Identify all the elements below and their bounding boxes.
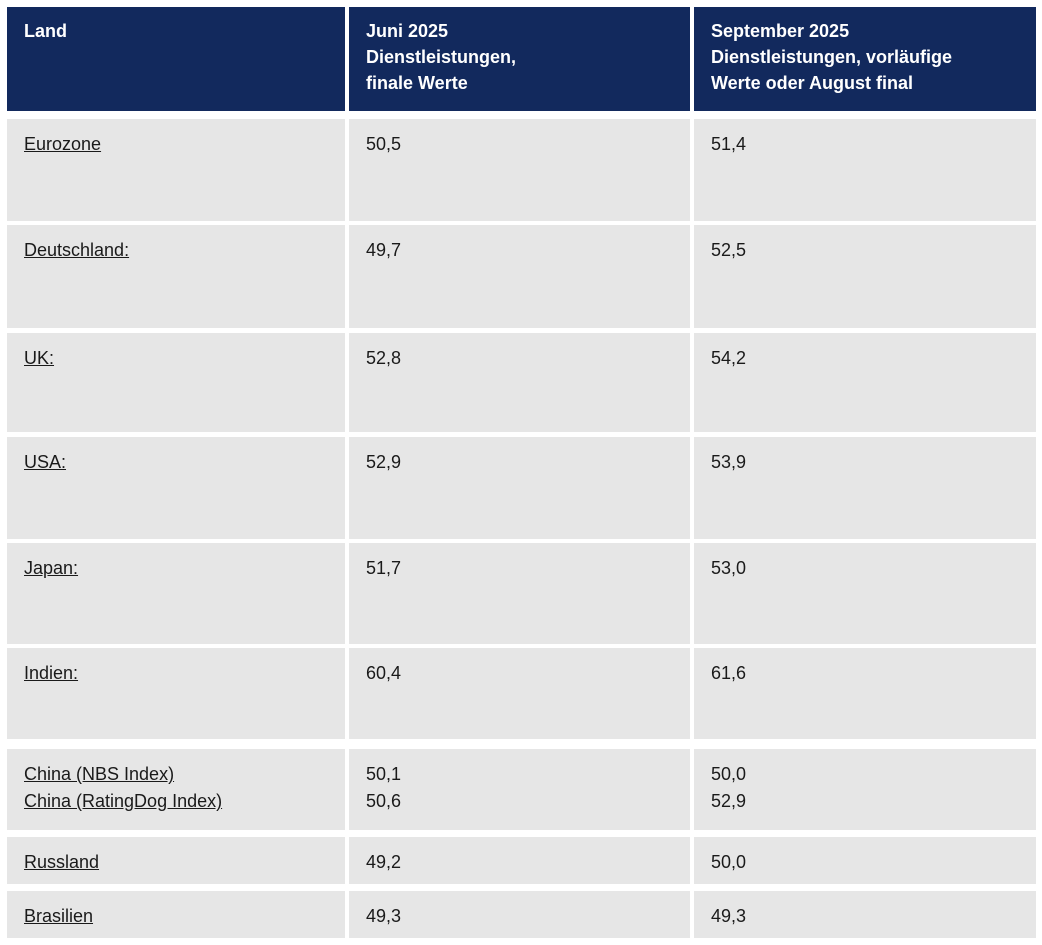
table-row-china: China (NBS Index) China (RatingDog Index…	[7, 749, 1042, 830]
table-header-row: Land Juni 2025 Dienstleistungen, finale …	[7, 7, 1042, 111]
country-cell: Eurozone	[7, 119, 345, 221]
header-cell-juni-2025: Juni 2025 Dienstleistungen, finale Werte	[349, 7, 690, 111]
country-link-deutschland[interactable]: Deutschland:	[24, 240, 130, 260]
table-row-eurozone: Eurozone 50,5 51,4	[7, 119, 1042, 221]
value-juni: 49,3	[349, 891, 690, 938]
value-september: 61,6	[694, 648, 1036, 739]
value-juni: 52,9	[349, 437, 690, 539]
value-september: 53,9	[694, 437, 1036, 539]
value-september: 50,0	[694, 837, 1036, 884]
header-cell-september-2025: September 2025 Dienstleistungen, vorläuf…	[694, 7, 1036, 111]
country-link-eurozone[interactable]: Eurozone	[24, 134, 102, 154]
table-row-uk: UK: 52,8 54,2	[7, 333, 1042, 432]
value-september: 49,3	[694, 891, 1036, 938]
country-link-russland[interactable]: Russland	[24, 852, 100, 872]
value-juni: 49,7	[349, 225, 690, 328]
value-juni: 51,7	[349, 543, 690, 644]
country-cell: Indien:	[7, 648, 345, 739]
value-juni: 50,1 50,6	[349, 749, 690, 830]
country-cell: China (NBS Index) China (RatingDog Index…	[7, 749, 345, 830]
value-september: 50,0 52,9	[694, 749, 1036, 830]
header-cell-land: Land	[7, 7, 345, 111]
table-row-indien: Indien: 60,4 61,6	[7, 648, 1042, 739]
value-september: 53,0	[694, 543, 1036, 644]
value-juni: 60,4	[349, 648, 690, 739]
value-juni: 52,8	[349, 333, 690, 432]
table-row-japan: Japan: 51,7 53,0	[7, 543, 1042, 644]
country-link-china[interactable]: China (NBS Index) China (RatingDog Index…	[24, 764, 223, 811]
value-september: 51,4	[694, 119, 1036, 221]
country-cell: Deutschland:	[7, 225, 345, 328]
table-row-russland: Russland 49,2 50,0	[7, 837, 1042, 884]
country-link-brasilien[interactable]: Brasilien	[24, 906, 94, 926]
table-row-usa: USA: 52,9 53,9	[7, 437, 1042, 539]
country-link-japan[interactable]: Japan:	[24, 558, 79, 578]
value-juni: 50,5	[349, 119, 690, 221]
value-september: 52,5	[694, 225, 1036, 328]
country-cell: Brasilien	[7, 891, 345, 938]
table-row-brasilien: Brasilien 49,3 49,3	[7, 891, 1042, 938]
country-link-indien[interactable]: Indien:	[24, 663, 79, 683]
value-juni: 49,2	[349, 837, 690, 884]
country-cell: Russland	[7, 837, 345, 884]
country-cell: USA:	[7, 437, 345, 539]
table-row-deutschland: Deutschland: 49,7 52,5	[7, 225, 1042, 328]
country-cell: Japan:	[7, 543, 345, 644]
country-link-usa[interactable]: USA:	[24, 452, 67, 472]
value-september: 54,2	[694, 333, 1036, 432]
country-cell: UK:	[7, 333, 345, 432]
country-link-uk[interactable]: UK:	[24, 348, 55, 368]
